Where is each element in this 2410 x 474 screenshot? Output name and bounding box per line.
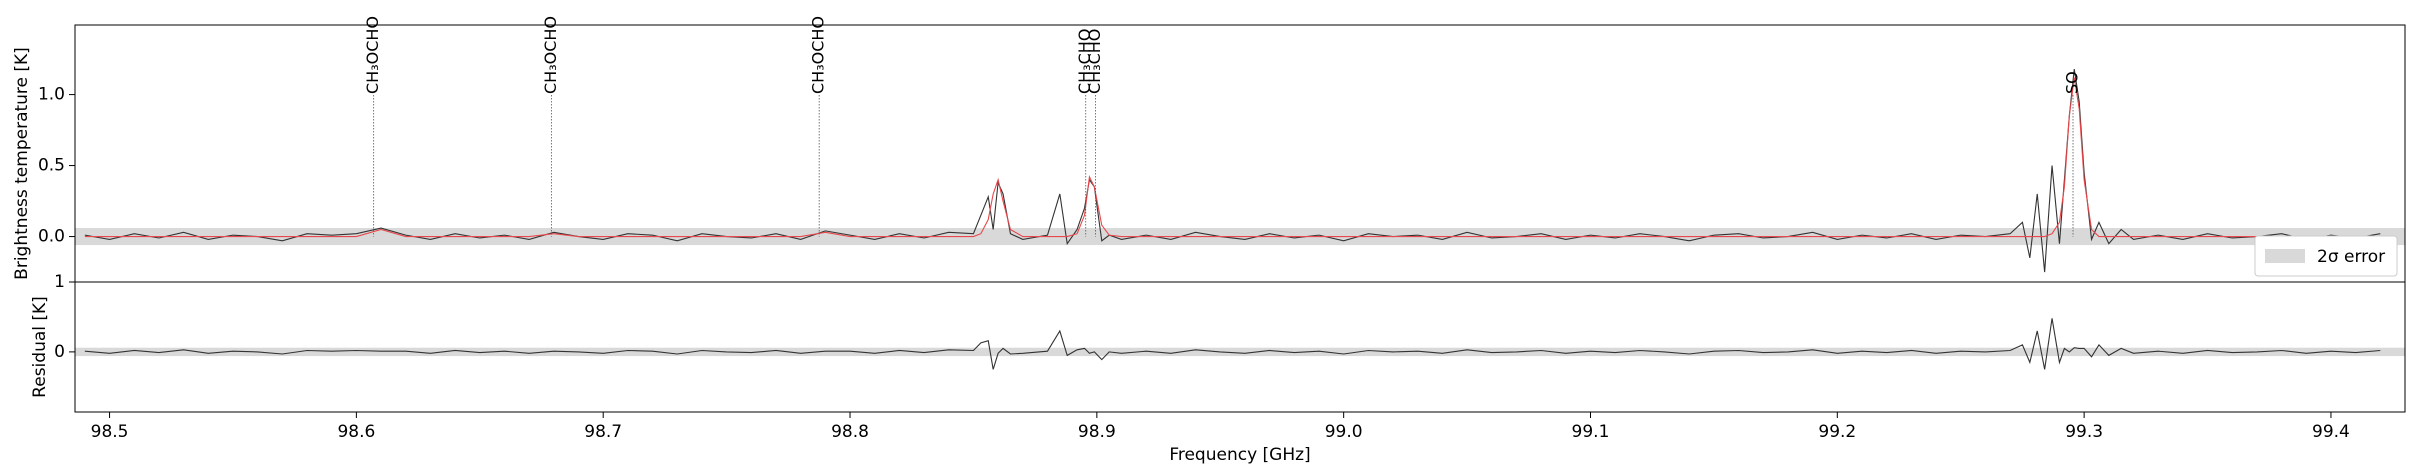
x-tick-label: 98.7 [584,422,622,442]
y-tick-label: 0.5 [38,156,65,176]
spectrum-line [84,77,2381,238]
annotation-label: CH₃OCHO [809,16,828,94]
spectrum-line [84,318,2381,370]
annotation-label: CH₃OCHO [363,16,382,94]
x-tick-label: 98.6 [337,422,375,442]
x-tick-label: 99.3 [2065,422,2103,442]
x-tick-label: 99.4 [2312,422,2350,442]
annotation-label: CH₃OCHO [541,16,560,94]
axes-frame [74,281,2406,413]
x-tick-label: 98.8 [831,422,869,442]
x-tick-label: 99.1 [1572,422,1610,442]
x-tick-label: 99.0 [1325,422,1363,442]
y-axis-label: Residual [K] [30,296,50,398]
y-tick-label: 0.0 [38,227,65,247]
y-tick-label: 1.0 [38,85,65,105]
x-axis-label: Frequency [GHz] [1169,445,1310,465]
x-tick-label: 99.2 [1818,422,1856,442]
y-tick-label: 0 [54,342,65,362]
error-band [75,347,2405,357]
y-axis-label: Brightness temperature [K] [12,47,32,280]
annotation-label: CH₃CHO [1085,29,1104,94]
legend-swatch [2265,249,2305,263]
legend-box [2254,235,2398,277]
annotation-label: SO [2063,71,2082,94]
y-tick-label: 1 [54,272,65,292]
annotation-label: CH₃CHO [1075,29,1094,94]
legend-label: 2σ error [2317,247,2385,267]
x-tick-label: 98.9 [1078,422,1116,442]
x-tick-label: 98.5 [91,422,129,442]
